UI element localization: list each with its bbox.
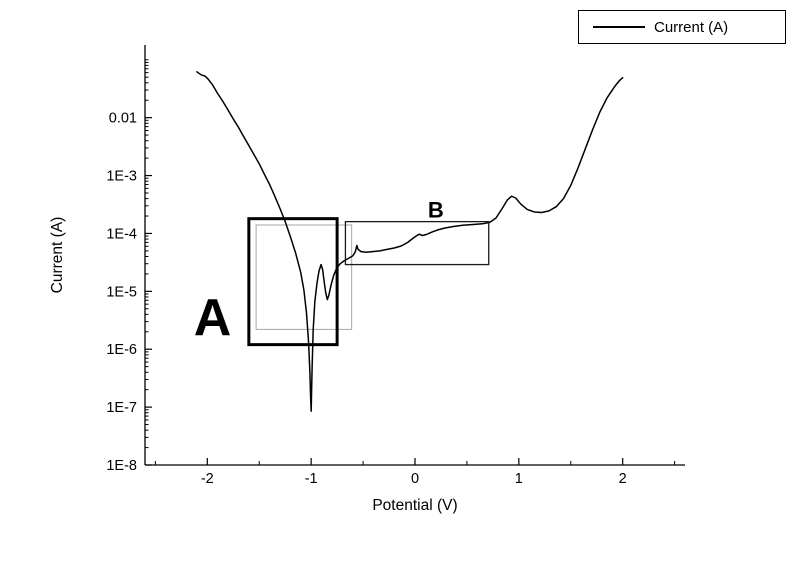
x-axis-title: Potential (V)	[372, 497, 457, 514]
legend-line-sample	[593, 26, 645, 28]
y-tick-label: 1E-7	[106, 400, 137, 416]
legend-label: Current (A)	[654, 18, 729, 36]
y-tick-label: 1E-8	[106, 458, 137, 474]
zoom-box-b	[344, 220, 490, 266]
y-axis-title: Current (A)	[49, 217, 66, 294]
x-tick-label: 1	[515, 471, 523, 487]
current-curve	[196, 71, 624, 412]
region-label-b: B	[428, 197, 444, 222]
legend: Current (A)	[578, 10, 786, 44]
y-tick-label: 1E-5	[106, 284, 137, 300]
y-tick-label: 0.01	[109, 111, 137, 127]
x-tick-label: -2	[201, 471, 214, 487]
zoom-box-a-thick	[247, 217, 339, 347]
region-label-a: A	[194, 289, 232, 347]
x-tick-label: 2	[619, 471, 627, 487]
zoom-box-a-inner	[255, 224, 353, 330]
x-tick-label: 0	[411, 471, 419, 487]
x-tick-label: -1	[305, 471, 318, 487]
y-tick-label: 1E-6	[106, 342, 137, 358]
y-tick-label: 1E-3	[106, 169, 137, 185]
y-tick-label: 1E-4	[106, 226, 137, 242]
